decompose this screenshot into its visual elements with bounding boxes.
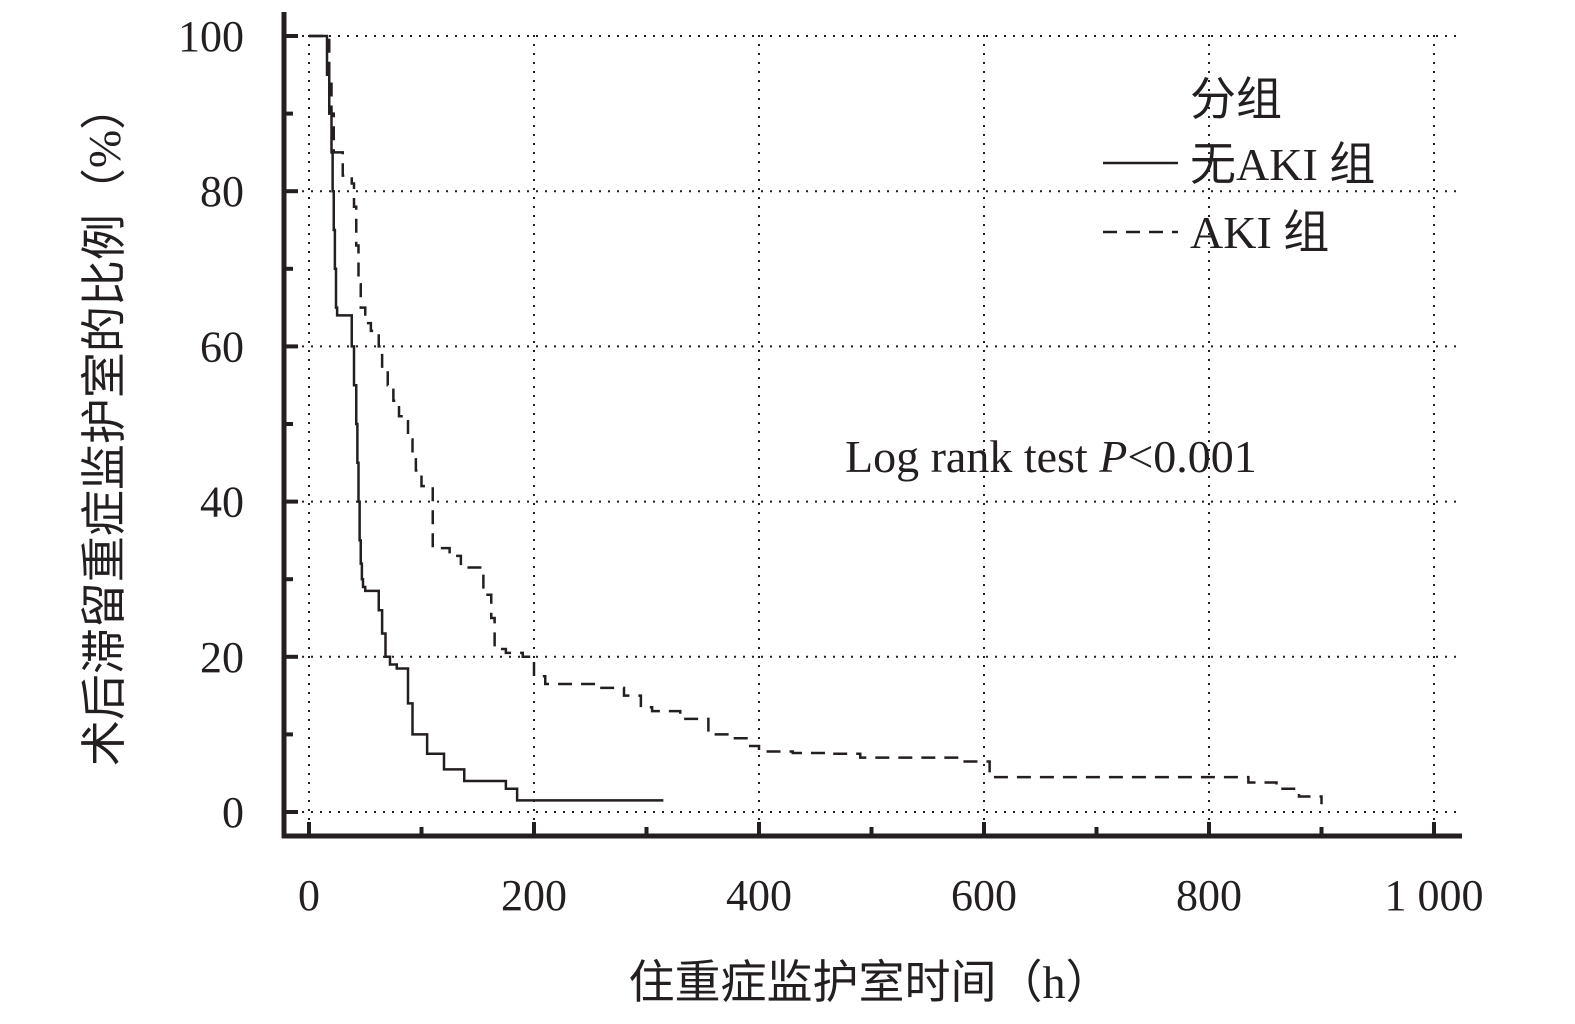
grid-lines — [284, 35, 1460, 836]
series-aki-line — [309, 34, 1323, 805]
legend: 分组 无AKI 组 AKI 组 — [1103, 74, 1375, 258]
x-tick-label: 600 — [951, 871, 1017, 920]
logrank-annotation: Log rank test P<0.001 — [845, 431, 1257, 482]
x-axis-title: 住重症监护室时间（h） — [629, 957, 1112, 1008]
legend-entry-aki: AKI 组 — [1190, 207, 1329, 258]
y-axis-title: 术后滞留重症监护室的比例（%） — [79, 84, 130, 766]
legend-title: 分组 — [1190, 74, 1282, 125]
x-tick-label: 200 — [501, 871, 567, 920]
y-tick-label: 80 — [200, 167, 244, 216]
legend-entry-no-aki: 无AKI 组 — [1190, 139, 1375, 190]
annotation-prefix: Log rank test — [845, 431, 1099, 482]
series-no-aki-line — [309, 34, 664, 802]
y-tick-label: 0 — [222, 788, 244, 837]
x-tick-label: 800 — [1176, 871, 1242, 920]
annotation-suffix: <0.001 — [1127, 431, 1256, 482]
annotation-p: P — [1098, 431, 1127, 482]
series-layer — [309, 34, 1323, 805]
y-tick-label: 40 — [200, 478, 244, 527]
y-tick-label: 60 — [200, 322, 244, 371]
axes — [281, 12, 1462, 839]
x-tick-label: 1 000 — [1385, 871, 1484, 920]
x-tick-label: 400 — [726, 871, 792, 920]
y-tick-label: 100 — [178, 12, 244, 61]
x-tick-label: 0 — [298, 871, 320, 920]
y-tick-label: 20 — [200, 633, 244, 682]
